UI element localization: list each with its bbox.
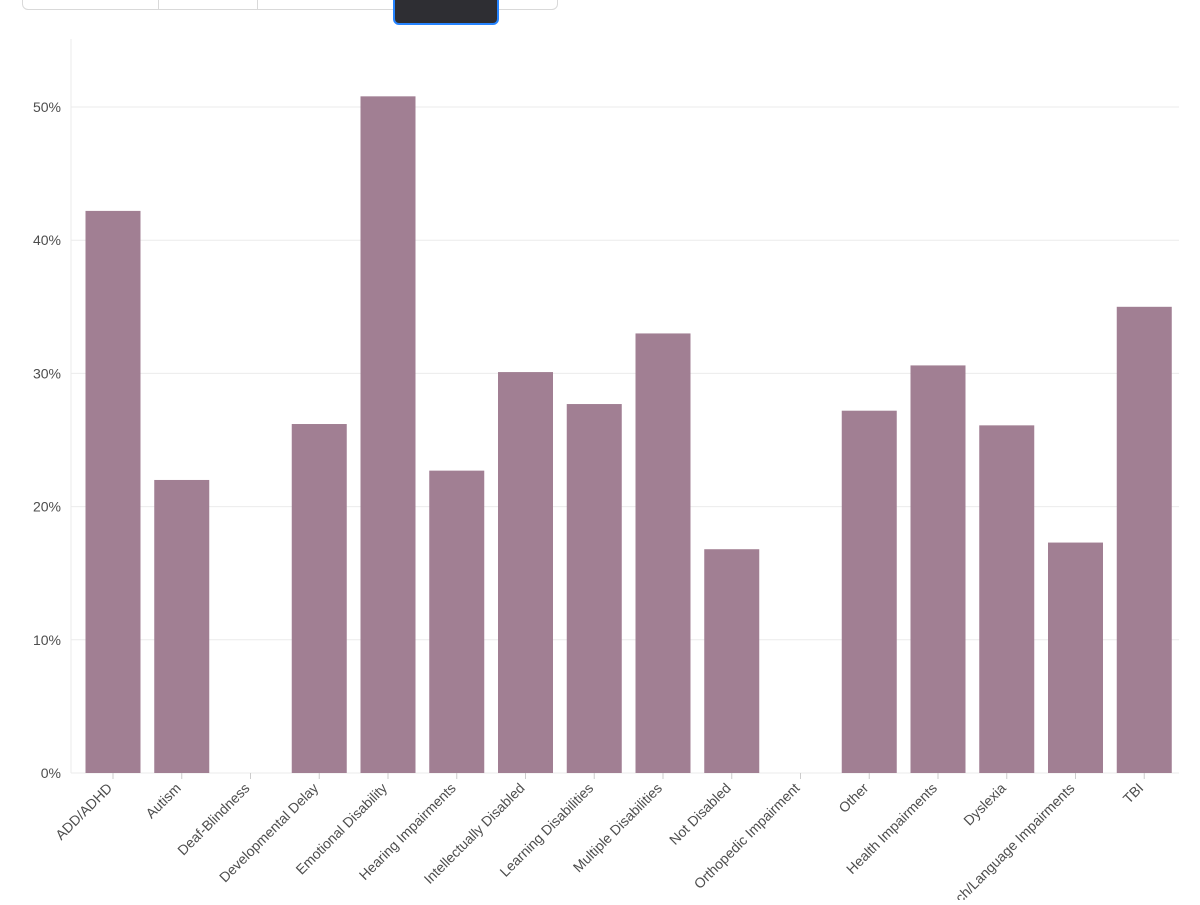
svg-text:30%: 30% [33, 365, 61, 381]
svg-text:Speech/Language Impairments: Speech/Language Impairments [929, 780, 1078, 900]
svg-text:10%: 10% [33, 632, 61, 648]
svg-text:40%: 40% [33, 232, 61, 248]
svg-text:Dyslexia: Dyslexia [960, 780, 1009, 829]
svg-text:20%: 20% [33, 499, 61, 515]
svg-text:ADD/ADHD: ADD/ADHD [52, 780, 115, 843]
svg-text:Deaf-Blindness: Deaf-Blindness [174, 780, 252, 858]
svg-text:0%: 0% [41, 765, 61, 781]
svg-text:TBI: TBI [1120, 780, 1147, 807]
svg-text:Not Disabled: Not Disabled [666, 780, 734, 848]
svg-text:Autism: Autism [142, 780, 184, 822]
svg-text:50%: 50% [33, 99, 61, 115]
svg-text:Other: Other [835, 780, 871, 816]
